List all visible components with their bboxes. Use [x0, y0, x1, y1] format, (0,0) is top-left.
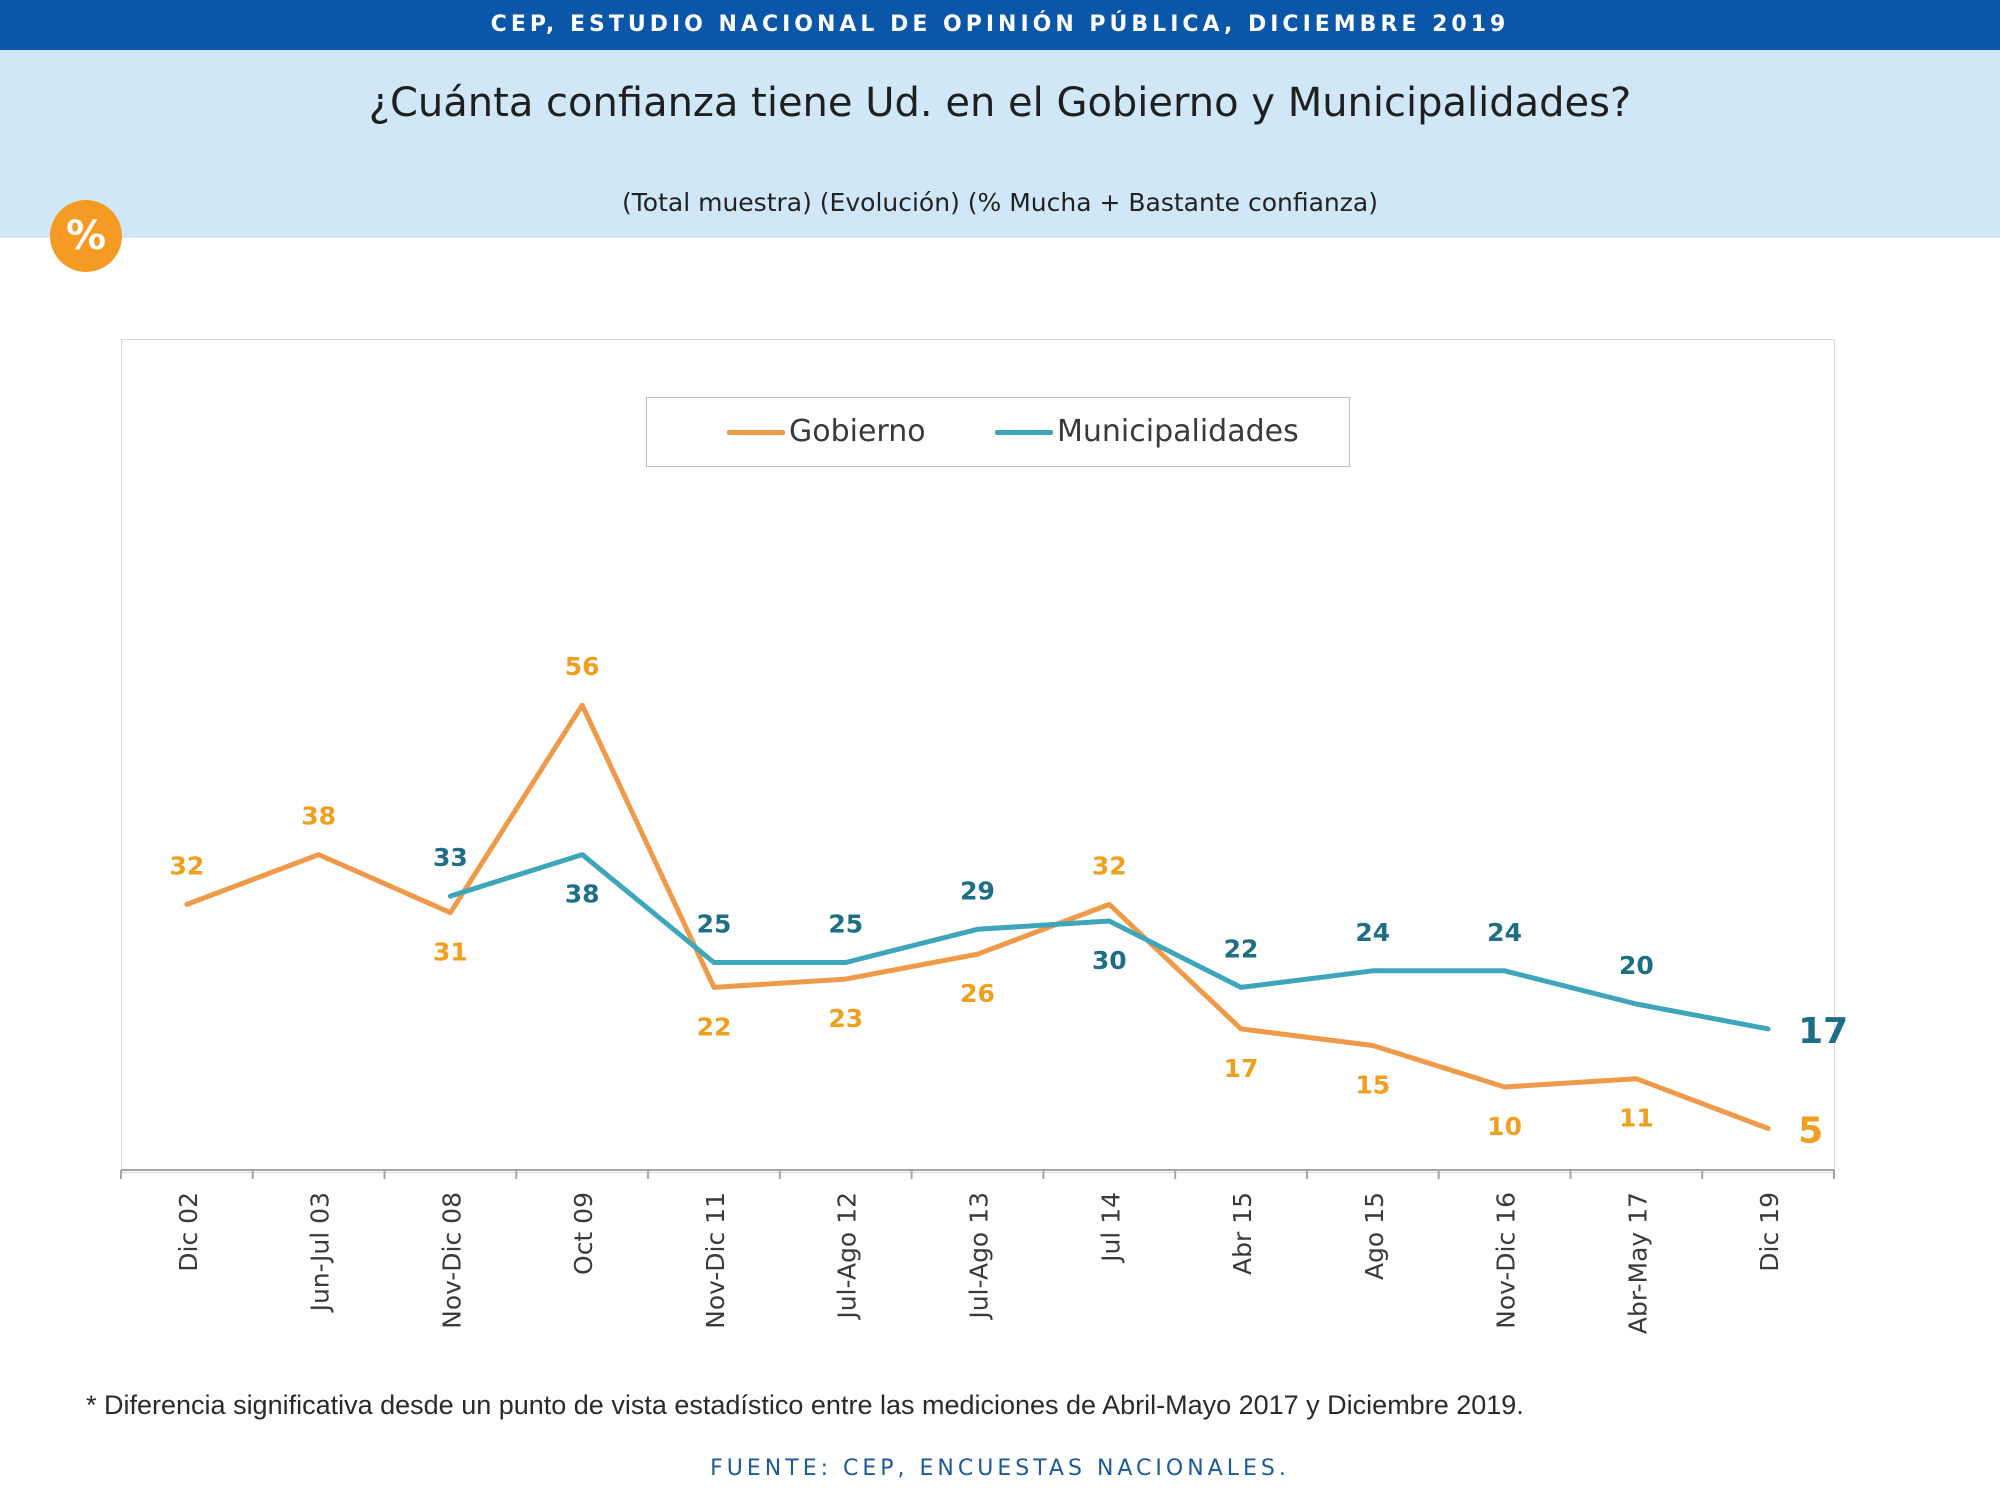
x-tick-label: Ago 15 [1360, 1192, 1389, 1280]
x-tick-label: Nov-Dic 11 [701, 1192, 730, 1329]
x-tick-label: Abr-May 17 [1623, 1192, 1652, 1334]
chart-title: ¿Cuánta confianza tiene Ud. en el Gobier… [368, 80, 1632, 126]
data-label-gobierno: 17 [1224, 1054, 1259, 1083]
x-tick-label: Abr 15 [1228, 1192, 1257, 1275]
percent-badge-icon: % [50, 200, 122, 272]
x-tick-label: Jul-Ago 12 [833, 1192, 862, 1321]
data-label-municipalidades: 33 [433, 843, 468, 872]
data-label-municipalidades: 20 [1619, 951, 1654, 980]
data-label-gobierno: 32 [169, 851, 204, 880]
data-label-municipalidades: 25 [828, 910, 863, 939]
header-band [0, 50, 2000, 238]
data-label-municipalidades: 17 [1798, 1011, 1848, 1052]
data-label-gobierno: 26 [960, 979, 995, 1008]
chart-frame [121, 339, 1835, 1173]
chart-subtitle: (Total muestra) (Evolución) (% Mucha + B… [622, 188, 1378, 217]
x-tick-label: Jul-Ago 13 [965, 1192, 994, 1321]
data-label-gobierno: 31 [433, 938, 468, 967]
data-label-municipalidades: 25 [697, 910, 732, 939]
footnote: * Diferencia significativa desde un punt… [86, 1390, 1524, 1420]
legend-swatch-gobierno [727, 430, 785, 435]
legend-swatch-municipalidades [995, 430, 1053, 435]
data-label-gobierno: 22 [697, 1012, 732, 1041]
chart-legend: Gobierno Municipalidades [646, 397, 1350, 467]
data-label-municipalidades: 38 [565, 880, 600, 909]
x-tick-label: Jun-Jul 03 [306, 1192, 335, 1313]
x-tick-label: Jul 14 [1096, 1192, 1125, 1264]
data-label-gobierno: 15 [1355, 1071, 1390, 1100]
series-line-gobierno [184, 702, 1771, 1131]
data-label-gobierno: 56 [565, 652, 600, 681]
source-note: FUENTE: CEP, ENCUESTAS NACIONALES. [710, 1456, 1290, 1481]
legend-label-municipalidades: Municipalidades [1057, 414, 1299, 449]
x-tick-label: Oct 09 [569, 1192, 598, 1275]
data-label-municipalidades: 24 [1487, 918, 1522, 947]
x-tick-label: Dic 19 [1755, 1192, 1784, 1272]
data-label-gobierno: 10 [1487, 1112, 1522, 1141]
data-label-municipalidades: 30 [1092, 946, 1127, 975]
legend-item-municipalidades: Municipalidades [995, 398, 1299, 466]
x-tick-label: Nov-Dic 08 [437, 1192, 466, 1329]
data-label-municipalidades: 29 [960, 876, 995, 905]
legend-label-gobierno: Gobierno [789, 414, 926, 449]
data-label-municipalidades: 22 [1224, 934, 1259, 963]
series-line-municipalidades [447, 852, 1771, 1032]
data-label-gobierno: 5 [1798, 1111, 1823, 1152]
top-banner: CEP, ESTUDIO NACIONAL DE OPINIÓN PÚBLICA… [0, 0, 2000, 50]
legend-item-gobierno: Gobierno [727, 398, 926, 466]
data-label-gobierno: 11 [1619, 1104, 1654, 1133]
data-label-municipalidades: 24 [1355, 918, 1390, 947]
data-label-gobierno: 38 [301, 802, 336, 831]
data-label-gobierno: 23 [828, 1004, 863, 1033]
x-tick-label: Nov-Dic 16 [1492, 1192, 1521, 1329]
data-label-gobierno: 32 [1092, 851, 1127, 880]
x-tick-label: Dic 02 [174, 1192, 203, 1272]
